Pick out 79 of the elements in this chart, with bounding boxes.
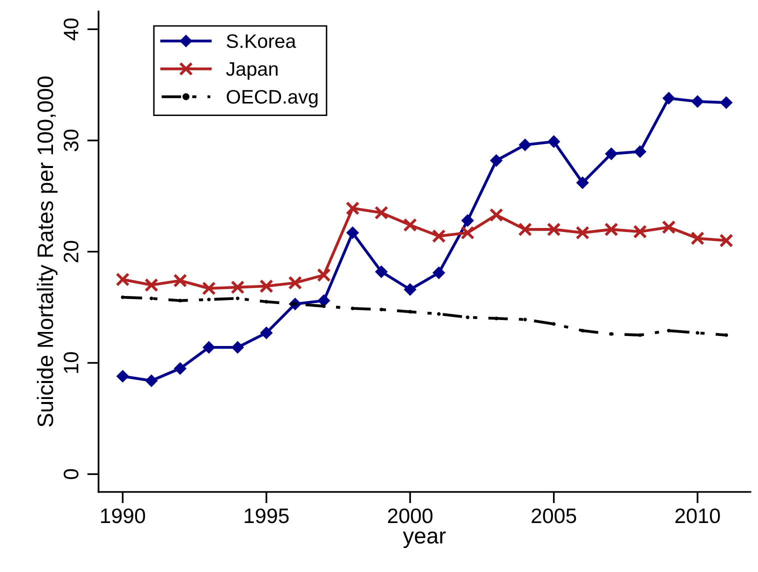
x-axis-title: year	[402, 531, 446, 548]
point	[346, 201, 360, 216]
point	[173, 274, 188, 288]
point	[404, 284, 416, 296]
x-tick-label: 2010	[675, 508, 720, 524]
point	[518, 222, 532, 236]
point	[720, 96, 732, 108]
point	[519, 139, 531, 151]
point	[264, 300, 268, 304]
point	[146, 374, 158, 387]
point	[666, 328, 671, 332]
point	[403, 218, 418, 232]
point	[230, 280, 245, 294]
point	[462, 214, 474, 226]
x-tick-label: 1990	[101, 508, 146, 524]
point	[606, 148, 618, 160]
legend-label: Japan	[226, 62, 278, 80]
point	[380, 308, 384, 312]
point	[604, 222, 618, 236]
point	[692, 96, 704, 108]
point	[460, 226, 475, 240]
point	[724, 333, 728, 337]
point	[259, 279, 274, 294]
point	[548, 136, 560, 148]
point	[236, 296, 240, 300]
point	[690, 231, 704, 246]
point	[116, 370, 128, 382]
point	[546, 222, 561, 236]
legend-label: OECD.avg	[226, 90, 318, 108]
point	[576, 226, 590, 240]
point	[432, 229, 446, 244]
point	[437, 312, 441, 316]
x-tick-label: 1995	[244, 508, 289, 524]
point	[346, 226, 358, 239]
point	[150, 296, 154, 300]
point	[489, 208, 504, 222]
point	[433, 267, 445, 279]
point	[638, 333, 642, 337]
x-tick-label: 2000	[388, 508, 432, 524]
x-tick-label: 2005	[532, 508, 576, 524]
point	[120, 295, 124, 300]
y-tick-label: 0	[64, 469, 78, 480]
point	[202, 281, 216, 296]
point	[490, 154, 502, 166]
y-axis-title: Suicide Mortality Rates per 100,000	[36, 76, 58, 427]
point	[318, 294, 330, 306]
y-tick-label: 10	[64, 352, 78, 373]
point	[580, 328, 584, 332]
point	[552, 322, 556, 326]
point	[316, 268, 331, 282]
point	[144, 278, 158, 292]
point	[662, 92, 675, 104]
y-tick-label: 30	[64, 130, 78, 152]
legend-label: S.Korea	[226, 34, 296, 48]
point	[662, 220, 676, 234]
point	[178, 298, 182, 302]
point	[207, 298, 211, 302]
point	[696, 331, 700, 335]
point	[288, 276, 302, 290]
y-tick-label: 20	[64, 240, 78, 262]
point	[408, 310, 412, 314]
point	[610, 332, 614, 336]
point	[494, 316, 498, 320]
point	[322, 304, 326, 308]
point	[376, 266, 388, 278]
point	[174, 362, 186, 374]
point	[350, 306, 354, 310]
point	[260, 327, 272, 339]
point	[576, 176, 588, 189]
point	[466, 315, 470, 320]
point	[634, 146, 646, 158]
point	[232, 342, 244, 354]
point	[633, 224, 647, 239]
point	[719, 234, 734, 248]
point	[374, 206, 388, 220]
point	[203, 342, 215, 354]
point	[523, 318, 527, 322]
point	[116, 272, 130, 286]
y-tick-label: 40	[64, 18, 78, 40]
